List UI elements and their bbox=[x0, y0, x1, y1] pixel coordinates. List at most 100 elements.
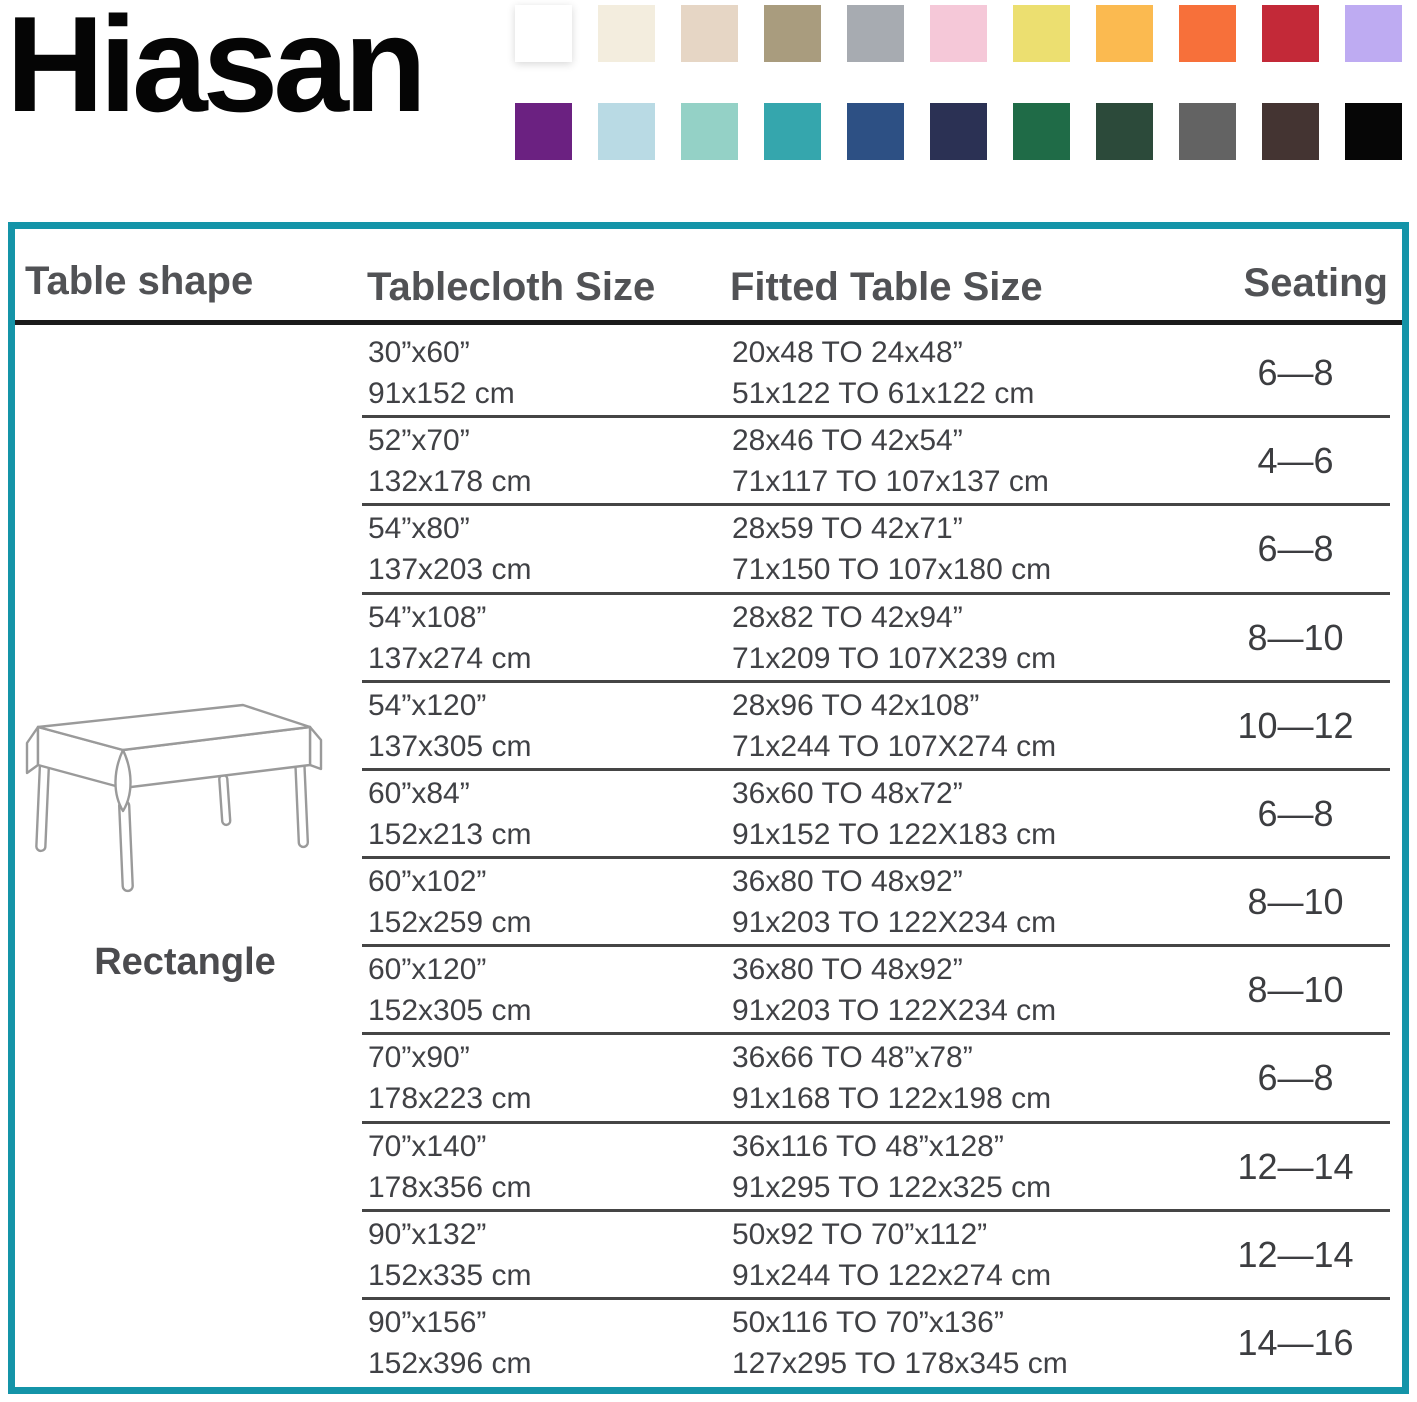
size-row: 90”x132” 152x335 cm 50x92 TO 70”x112” 91… bbox=[15, 1211, 1402, 1301]
color-swatch-lavender bbox=[1345, 5, 1402, 62]
color-swatch-light-blue bbox=[598, 103, 655, 160]
color-swatch-white bbox=[515, 5, 572, 62]
fitted-table-size-cm: 91x168 TO 122x198 cm bbox=[732, 1082, 1052, 1116]
color-swatch-ivory bbox=[598, 5, 655, 62]
fitted-table-size-inches: 20x48 TO 24x48” bbox=[732, 336, 963, 370]
tablecloth-size-cm: 137x203 cm bbox=[368, 553, 532, 587]
fitted-table-size-inches: 36x116 TO 48”x128” bbox=[732, 1129, 1004, 1163]
tablecloth-size-inches: 60”x84” bbox=[368, 776, 470, 810]
size-row: 54”x108” 137x274 cm 28x82 TO 42x94” 71x2… bbox=[15, 594, 1402, 683]
brand-logo: Hiasan bbox=[6, 0, 427, 140]
tablecloth-size-cm: 91x152 cm bbox=[368, 377, 515, 411]
color-swatch-navy bbox=[930, 103, 987, 160]
color-swatch-red bbox=[1262, 5, 1319, 62]
table-shape-label: Rectangle bbox=[94, 941, 276, 983]
size-row: 52”x70” 132x178 cm 28x46 TO 42x54” 71x11… bbox=[15, 417, 1402, 507]
color-swatch-dark-green bbox=[1096, 103, 1153, 160]
size-row: 60”x84” 152x213 cm 36x60 TO 48x72” 91x15… bbox=[15, 770, 1402, 860]
tablecloth-size-cm: 178x223 cm bbox=[368, 1082, 532, 1116]
seating-capacity: 6—8 bbox=[1257, 792, 1334, 834]
fitted-table-size-inches: 36x80 TO 48x92” bbox=[732, 865, 963, 899]
tablecloth-size-inches: 60”x120” bbox=[368, 953, 487, 987]
size-row: 54”x80” 137x203 cm 28x59 TO 42x71” 71x15… bbox=[15, 505, 1402, 595]
fitted-table-size-cm: 91x203 TO 122X234 cm bbox=[732, 906, 1057, 940]
seating-capacity: 6—8 bbox=[1257, 528, 1334, 570]
size-row: 70”x90” 178x223 cm 36x66 TO 48”x78” 91x1… bbox=[15, 1034, 1402, 1124]
size-row: 60”x120” 152x305 cm 36x80 TO 48x92” 91x2… bbox=[15, 946, 1402, 1036]
size-chart-table: Table shape Tablecloth Size Fitted Table… bbox=[8, 222, 1409, 1394]
seating-capacity: 4—6 bbox=[1257, 440, 1334, 482]
color-swatch-orange bbox=[1179, 5, 1236, 62]
column-header-fitted-size: Fitted Table Size bbox=[730, 265, 1043, 309]
seating-capacity: 6—8 bbox=[1257, 1057, 1334, 1099]
tablecloth-size-cm: 137x305 cm bbox=[368, 729, 532, 763]
size-row: 30”x60” 91x152 cm 20x48 TO 24x48” 51x122… bbox=[15, 329, 1402, 419]
fitted-table-size-cm: 91x244 TO 122x274 cm bbox=[732, 1258, 1052, 1292]
fitted-table-size-inches: 50x92 TO 70”x112” bbox=[732, 1217, 988, 1251]
seating-capacity: 12—14 bbox=[1237, 1145, 1354, 1187]
seating-capacity: 10—12 bbox=[1237, 704, 1354, 746]
seating-capacity: 8—10 bbox=[1247, 969, 1344, 1011]
tablecloth-size-inches: 54”x108” bbox=[368, 600, 487, 634]
fitted-table-size-inches: 36x66 TO 48”x78” bbox=[732, 1041, 973, 1075]
tablecloth-size-cm: 132x178 cm bbox=[368, 465, 532, 499]
color-swatch-beige bbox=[681, 5, 738, 62]
color-swatch-grey bbox=[847, 5, 904, 62]
tablecloth-size-cm: 137x274 cm bbox=[368, 641, 532, 675]
fitted-table-size-inches: 50x116 TO 70”x136” bbox=[732, 1305, 1004, 1339]
color-swatch-brown bbox=[1262, 103, 1319, 160]
color-swatch-grid bbox=[515, 5, 1402, 160]
seating-capacity: 8—10 bbox=[1247, 881, 1344, 923]
color-swatch-purple bbox=[515, 103, 572, 160]
fitted-table-size-cm: 91x152 TO 122X183 cm bbox=[732, 817, 1057, 851]
tablecloth-size-cm: 152x335 cm bbox=[368, 1258, 532, 1292]
fitted-table-size-inches: 28x96 TO 42x108” bbox=[732, 688, 980, 722]
fitted-table-size-cm: 91x203 TO 122X234 cm bbox=[732, 994, 1057, 1028]
tablecloth-size-inches: 54”x120” bbox=[368, 688, 487, 722]
color-swatch-khaki bbox=[764, 5, 821, 62]
color-swatch-aqua bbox=[681, 103, 738, 160]
fitted-table-size-inches: 36x80 TO 48x92” bbox=[732, 953, 963, 987]
column-header-tablecloth-size: Tablecloth Size bbox=[367, 265, 656, 309]
tablecloth-size-inches: 54”x80” bbox=[368, 512, 470, 546]
fitted-table-size-inches: 28x59 TO 42x71” bbox=[732, 512, 963, 546]
color-swatch-marigold bbox=[1096, 5, 1153, 62]
fitted-table-size-inches: 28x82 TO 42x94” bbox=[732, 600, 963, 634]
tablecloth-size-inches: 70”x90” bbox=[368, 1041, 470, 1075]
fitted-table-size-inches: 36x60 TO 48x72” bbox=[732, 776, 963, 810]
size-row: 60”x102” 152x259 cm 36x80 TO 48x92” 91x2… bbox=[15, 858, 1402, 948]
color-swatch-blue bbox=[847, 103, 904, 160]
size-rows: 30”x60” 91x152 cm 20x48 TO 24x48” 51x122… bbox=[15, 329, 1402, 1387]
fitted-table-size-cm: 71x209 TO 107X239 cm bbox=[732, 641, 1057, 675]
color-swatch-black bbox=[1345, 103, 1402, 160]
seating-capacity: 8—10 bbox=[1247, 616, 1344, 658]
column-header-table-shape: Table shape bbox=[25, 259, 254, 303]
fitted-table-size-cm: 71x150 TO 107x180 cm bbox=[732, 553, 1052, 587]
tablecloth-size-cm: 178x356 cm bbox=[368, 1170, 532, 1204]
size-row: 70”x140” 178x356 cm 36x116 TO 48”x128” 9… bbox=[15, 1123, 1402, 1212]
fitted-table-size-cm: 71x244 TO 107X274 cm bbox=[732, 729, 1057, 763]
size-row: 54”x120” 137x305 cm 28x96 TO 42x108” 71x… bbox=[15, 682, 1402, 772]
tablecloth-size-inches: 90”x156” bbox=[368, 1305, 487, 1339]
tablecloth-size-inches: 52”x70” bbox=[368, 424, 470, 458]
seating-capacity: 14—16 bbox=[1237, 1321, 1354, 1363]
tablecloth-size-inches: 30”x60” bbox=[368, 336, 470, 370]
tablecloth-size-cm: 152x213 cm bbox=[368, 817, 532, 851]
seating-capacity: 6—8 bbox=[1257, 352, 1334, 394]
tablecloth-size-inches: 90”x132” bbox=[368, 1217, 487, 1251]
tablecloth-size-cm: 152x396 cm bbox=[368, 1346, 532, 1380]
fitted-table-size-inches: 28x46 TO 42x54” bbox=[732, 424, 963, 458]
header-divider-rule bbox=[15, 320, 1402, 325]
fitted-table-size-cm: 91x295 TO 122x325 cm bbox=[732, 1170, 1052, 1204]
tablecloth-size-cm: 152x305 cm bbox=[368, 994, 532, 1028]
column-header-seating: Seating bbox=[1243, 261, 1388, 305]
tablecloth-size-inches: 70”x140” bbox=[368, 1129, 487, 1163]
color-swatch-yellow bbox=[1013, 5, 1070, 62]
color-swatch-dark-grey bbox=[1179, 103, 1236, 160]
tablecloth-size-cm: 152x259 cm bbox=[368, 906, 532, 940]
color-swatch-green bbox=[1013, 103, 1070, 160]
fitted-table-size-cm: 127x295 TO 178x345 cm bbox=[732, 1346, 1068, 1380]
color-swatch-pink bbox=[930, 5, 987, 62]
rectangle-table-icon bbox=[23, 697, 345, 932]
